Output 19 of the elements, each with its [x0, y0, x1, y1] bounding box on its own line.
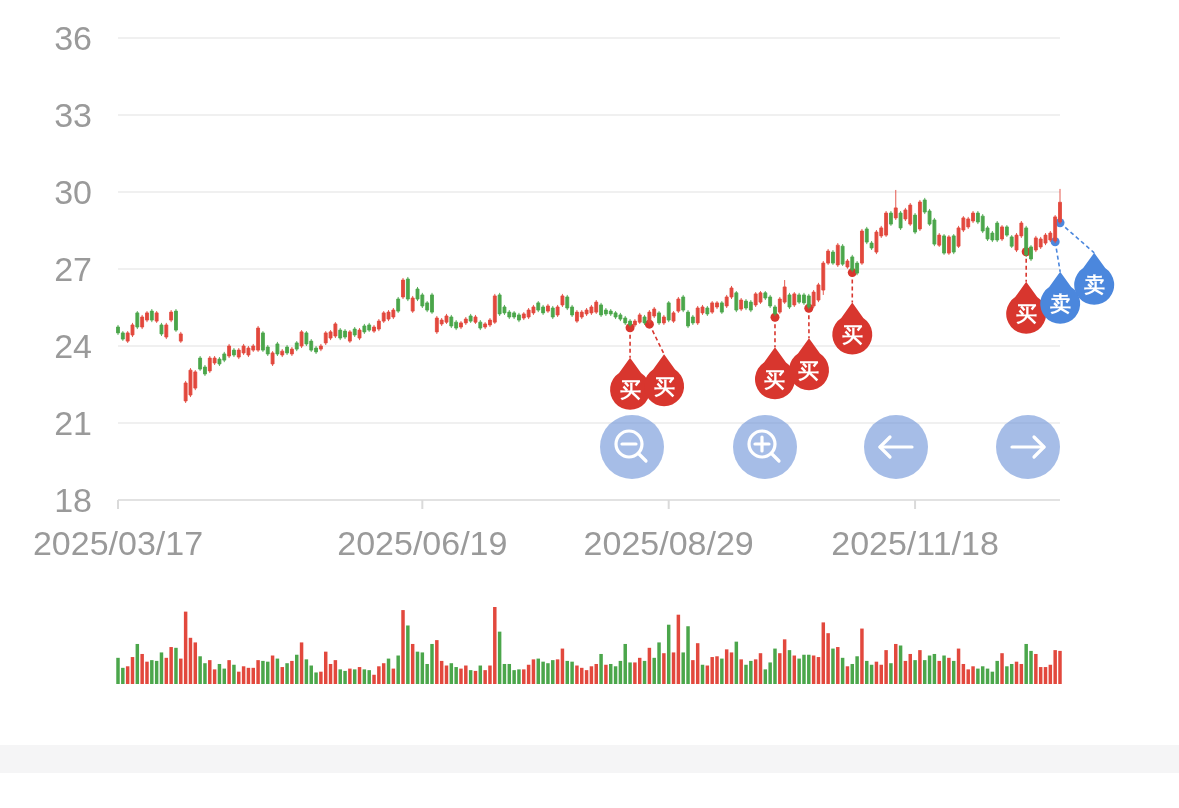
data-label: 买 — [841, 323, 863, 347]
y-tick-label: 33 — [54, 96, 92, 134]
data-label: 卖 — [1083, 273, 1105, 297]
x-tick-label: 2025/03/17 — [32, 524, 204, 562]
data-label: 买 — [764, 367, 786, 391]
data-label: 买 — [1015, 302, 1037, 326]
data-label: 卖 — [1049, 292, 1071, 316]
y-tick-label: 36 — [54, 19, 92, 57]
data-label: 买 — [619, 378, 641, 402]
data-label: 买 — [653, 374, 675, 398]
y-tick-label: 18 — [54, 481, 92, 519]
x-tick-label: 2025/06/19 — [337, 524, 508, 562]
y-tick-label: 24 — [54, 327, 92, 365]
data-label: 买 — [798, 358, 820, 382]
x-tick-label: 2025/08/29 — [583, 524, 754, 562]
y-tick-label: 21 — [54, 404, 92, 442]
y-tick-label: 30 — [54, 173, 92, 211]
y-tick-label: 27 — [54, 250, 92, 288]
x-tick-label: 2025/11/18 — [831, 524, 999, 562]
